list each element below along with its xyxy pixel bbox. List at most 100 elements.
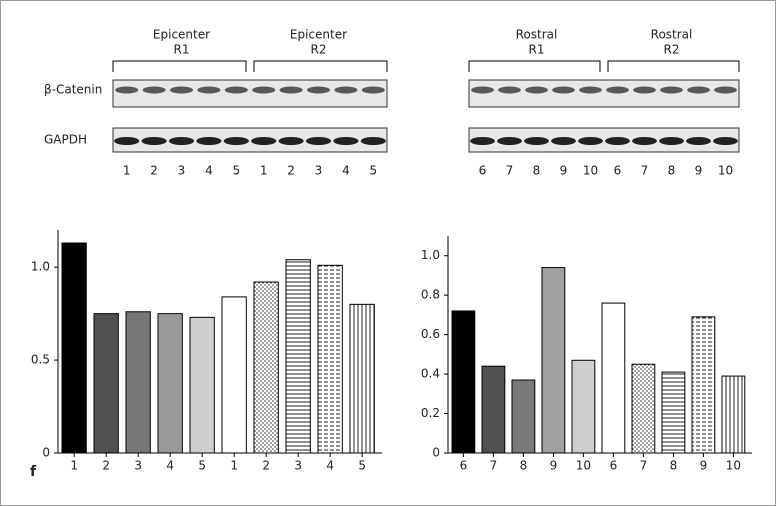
band — [141, 137, 167, 145]
bar — [601, 302, 626, 454]
x-tick-label: 1 — [230, 459, 238, 473]
bar — [93, 313, 119, 454]
bar — [61, 242, 87, 454]
band — [251, 137, 277, 145]
lane-label: 10 — [583, 164, 598, 178]
lane-label: 3 — [315, 164, 323, 178]
x-tick-label: 7 — [640, 459, 648, 473]
lane-label: 1 — [123, 164, 131, 178]
band — [525, 86, 548, 94]
y-tick-label: 1.0 — [421, 248, 440, 262]
band — [659, 137, 684, 145]
bar — [157, 313, 183, 454]
band — [497, 137, 522, 145]
lane-label: 7 — [641, 164, 649, 178]
y-tick-label: 0 — [42, 446, 50, 460]
y-tick-label: 0.2 — [421, 406, 440, 420]
x-tick-label: 1 — [70, 459, 78, 473]
band — [660, 86, 683, 94]
y-tick-label: 0.4 — [421, 367, 440, 381]
band — [470, 137, 495, 145]
band — [115, 86, 139, 94]
group-name: Rostral — [516, 28, 558, 42]
x-tick-label: 10 — [576, 459, 591, 473]
bracket — [253, 60, 388, 72]
bar — [571, 359, 596, 454]
band — [169, 86, 194, 94]
bracket — [607, 60, 740, 72]
band — [686, 137, 711, 145]
bar — [481, 365, 506, 454]
group-sub: R1 — [529, 43, 545, 57]
band — [334, 86, 358, 94]
bar — [511, 379, 536, 454]
lane-label: 9 — [560, 164, 568, 178]
group-sub: R2 — [311, 43, 327, 57]
blot-row-label: β-Catenin — [44, 83, 102, 97]
x-tick-label: 3 — [134, 459, 142, 473]
band — [223, 137, 249, 145]
lane-label: 10 — [718, 164, 733, 178]
bar — [691, 316, 716, 454]
lane-label: 5 — [232, 164, 240, 178]
x-tick-label: 6 — [610, 459, 618, 473]
band — [306, 86, 331, 94]
band — [606, 86, 629, 94]
band — [142, 86, 166, 94]
x-tick-label: 4 — [166, 459, 174, 473]
band — [360, 137, 386, 145]
bar — [451, 310, 476, 454]
band — [278, 137, 304, 145]
lane-label: 7 — [506, 164, 514, 178]
y-tick-label: 0.6 — [421, 327, 440, 341]
band — [224, 86, 248, 94]
band — [279, 86, 303, 94]
bar — [317, 264, 343, 454]
band — [632, 137, 657, 145]
band — [168, 137, 195, 145]
group-sub: R1 — [174, 43, 190, 57]
x-tick-label: 5 — [358, 459, 366, 473]
band — [114, 137, 140, 145]
x-tick-label: 4 — [326, 459, 334, 473]
band — [633, 86, 656, 94]
y-tick-label: 0.8 — [421, 288, 440, 302]
bar — [125, 311, 151, 454]
band — [196, 137, 222, 145]
x-tick-label: 9 — [700, 459, 708, 473]
group-name: Epicenter — [290, 28, 347, 42]
bar — [721, 375, 746, 454]
lane-label: 2 — [287, 164, 295, 178]
bar — [253, 281, 279, 454]
band — [524, 137, 549, 145]
blot-row-label: GAPDH — [44, 133, 87, 147]
lane-label: 6 — [479, 164, 487, 178]
band — [552, 86, 575, 94]
lane-label: 5 — [369, 164, 377, 178]
group-sub: R2 — [664, 43, 680, 57]
band — [578, 137, 603, 145]
x-tick-label: 5 — [198, 459, 206, 473]
bracket — [468, 60, 601, 72]
band — [197, 86, 221, 94]
x-tick-label: 2 — [262, 459, 270, 473]
lane-label: 4 — [205, 164, 213, 178]
lane-label: 3 — [178, 164, 186, 178]
band — [471, 86, 494, 94]
band — [714, 86, 737, 94]
x-tick-label: 7 — [490, 459, 498, 473]
panel-label: f — [30, 464, 37, 480]
lane-label: 8 — [533, 164, 541, 178]
x-tick-label: 8 — [670, 459, 678, 473]
lane-label: 4 — [342, 164, 350, 178]
band — [498, 86, 521, 94]
bar — [285, 259, 311, 454]
bracket — [112, 60, 247, 72]
band — [687, 86, 710, 94]
band — [713, 137, 738, 145]
lane-label: 9 — [695, 164, 703, 178]
band — [333, 137, 359, 145]
lane-label: 6 — [614, 164, 622, 178]
bar — [661, 371, 686, 454]
